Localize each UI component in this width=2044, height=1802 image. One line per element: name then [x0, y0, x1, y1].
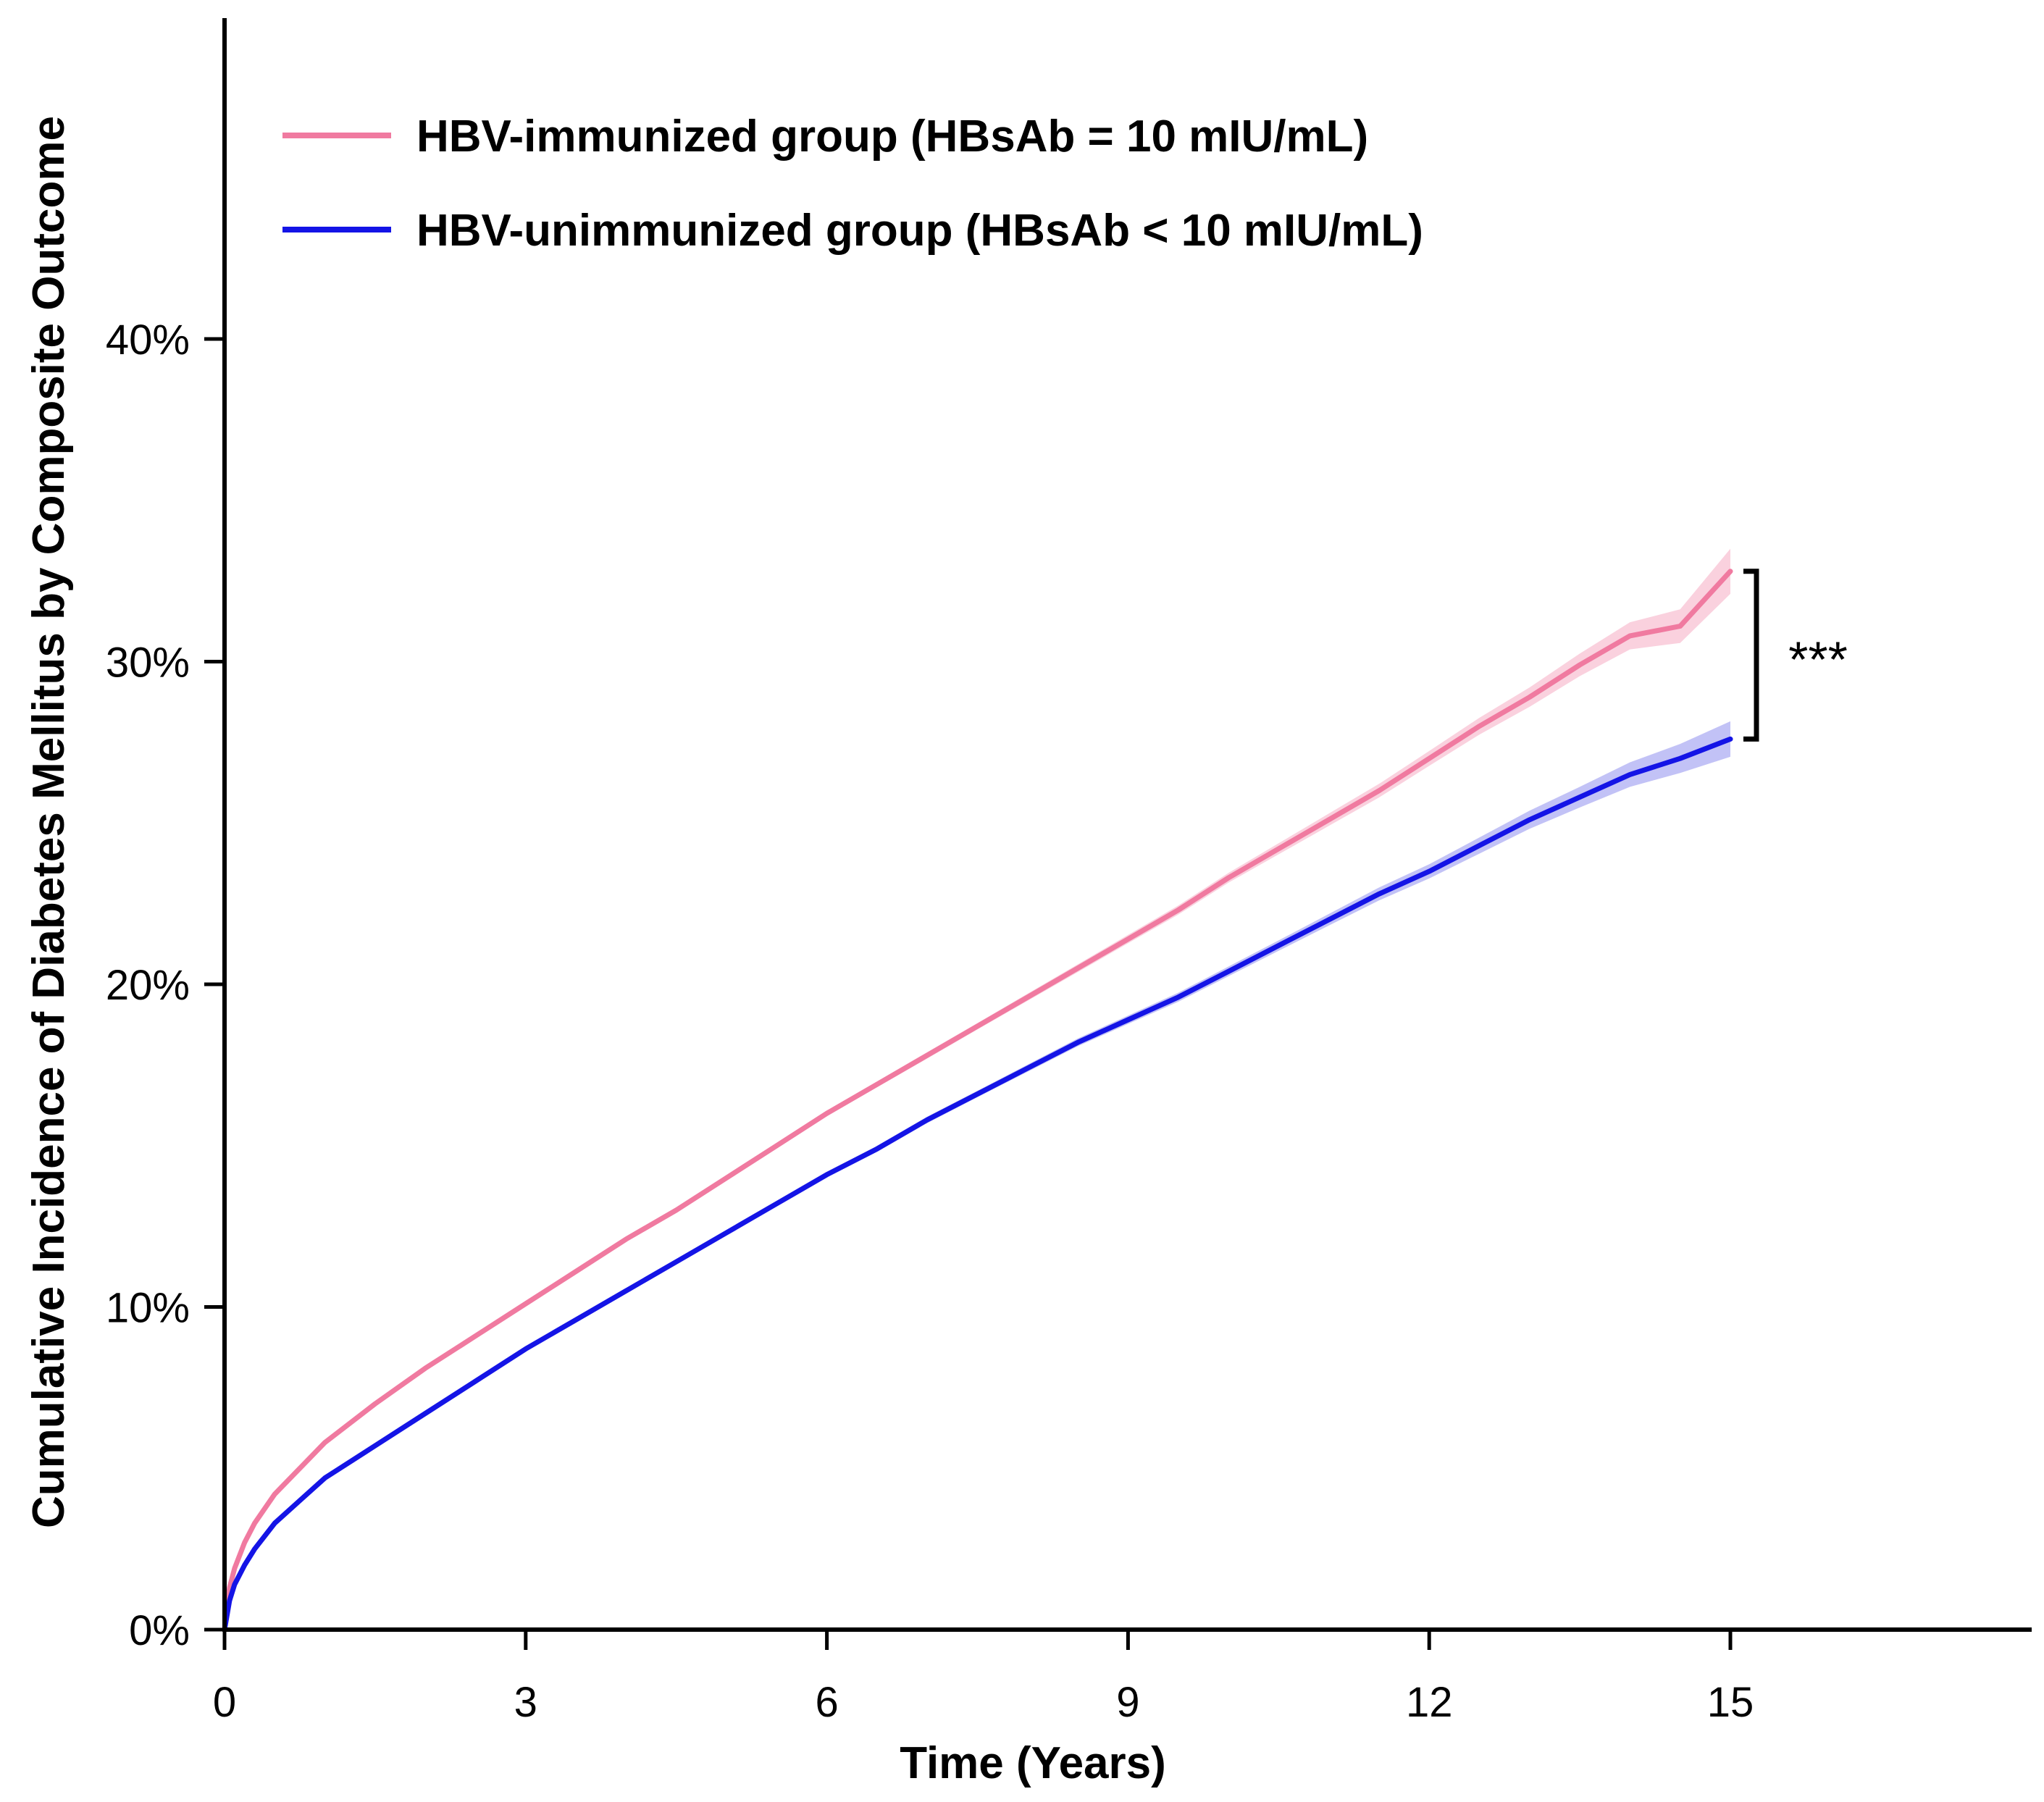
- x-tick-label: 9: [1116, 1679, 1139, 1726]
- significance-bracket: [1743, 569, 1759, 742]
- x-axis-ticks: 0 3 6 9 12 15: [213, 1630, 1754, 1726]
- y-tick-label: 40%: [106, 317, 190, 364]
- y-tick-label: 0%: [129, 1607, 190, 1654]
- y-axis-title: Cumulative Incidence of Diabetes Mellitu…: [24, 116, 74, 1528]
- significance-label: ***: [1788, 632, 1848, 688]
- series-unimmunized-ci-band: [225, 721, 1730, 1630]
- y-tick-label: 30%: [106, 640, 190, 687]
- x-tick-label: 3: [514, 1679, 537, 1726]
- x-tick-label: 6: [815, 1679, 838, 1726]
- x-axis-title: Time (Years): [900, 1738, 1166, 1788]
- legend: HBV-immunized group (HBsAb = 10 mIU/mL) …: [282, 112, 1423, 256]
- y-tick-label: 20%: [106, 962, 190, 1009]
- series-unimmunized-line: [222, 736, 1733, 1633]
- x-tick-label: 0: [213, 1679, 236, 1726]
- y-tick-label: 10%: [106, 1285, 190, 1332]
- x-tick-label: 15: [1707, 1679, 1754, 1726]
- series-immunized-line: [222, 569, 1733, 1633]
- legend-label-immunized: HBV-immunized group (HBsAb = 10 mIU/mL): [416, 112, 1368, 162]
- series-immunized-ci-band: [225, 548, 1730, 1630]
- y-axis-ticks: 0% 10% 20% 30% 40%: [106, 317, 225, 1654]
- confidence-bands: [225, 548, 1730, 1630]
- series-lines: [222, 569, 1733, 1633]
- x-tick-label: 12: [1406, 1679, 1453, 1726]
- legend-label-unimmunized: HBV-unimmunized group (HBsAb < 10 mIU/mL…: [416, 206, 1423, 256]
